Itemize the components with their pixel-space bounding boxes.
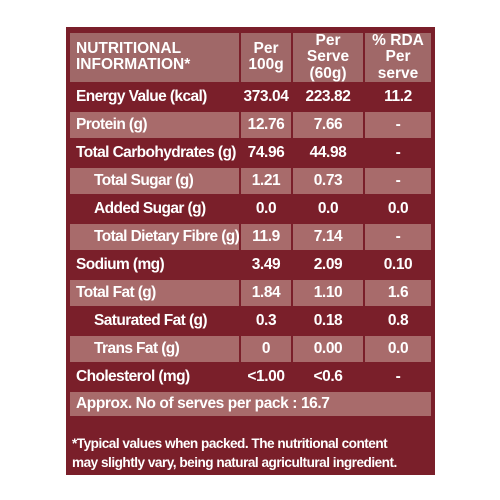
table-row: Cholesterol (mg) <1.00 <0.6 - [70,363,431,390]
per-serve-value: 7.66 [291,111,363,138]
rda-value: 0.0 [363,335,431,362]
row-label: Total Sugar (g) [70,167,239,194]
row-label: Saturated Fat (g) [70,307,239,334]
table-row: Protein (g) 12.76 7.66 - [70,111,431,138]
header-per-100g: Per 100g [239,33,291,82]
header-per-serve: Per Serve (60g) [291,32,363,82]
nutrition-panel: NUTRITIONAL INFORMATION* Per 100g Per Se… [66,27,435,475]
rda-value: - [363,111,431,138]
per-serve-value: 44.98 [291,139,363,166]
per-serve-value: 1.10 [291,279,363,306]
rda-value: 11.2 [363,83,431,110]
per-serve-value: 0.18 [291,307,363,334]
row-label: Sodium (mg) [70,251,239,278]
row-label: Total Dietary Fibre (g) [70,223,240,250]
table-row: Sodium (mg) 3.49 2.09 0.10 [70,251,431,278]
per-serve-value: 0.73 [291,167,363,194]
per-100g-value: 0.0 [239,195,291,222]
per-serve-value: 2.09 [291,251,363,278]
header-rda: % RDA Per serve [363,32,431,82]
table-header: NUTRITIONAL INFORMATION* Per 100g Per Se… [70,32,431,82]
per-serve-value: 0.0 [291,195,363,222]
row-label: Protein (g) [70,111,239,138]
per-100g-value: 373.04 [239,83,291,110]
row-label: Cholesterol (mg) [70,363,239,390]
row-label: Trans Fat (g) [70,335,239,362]
rda-value: 0.0 [363,195,431,222]
per-100g-value: 12.76 [239,111,291,138]
rda-value: - [363,167,431,194]
per-serve-value: <0.6 [291,363,363,390]
approx-serves-text: Approx. No of serves per pack : 16.7 [70,391,431,416]
row-label: Energy Value (kcal) [70,83,239,110]
row-label: Total Carbohydrates (g) [70,139,239,166]
rda-value: - [363,223,431,250]
rda-value: 0.8 [363,307,431,334]
per-100g-value: 0 [239,335,291,362]
row-label: Added Sugar (g) [70,195,239,222]
table-row: Total Fat (g) 1.84 1.10 1.6 [70,279,431,306]
per-100g-value: 1.84 [239,279,291,306]
footnote-line-1: *Typical values when packed. The nutriti… [72,436,388,451]
per-100g-value: 74.96 [239,139,291,166]
approx-serves-row: Approx. No of serves per pack : 16.7 [70,391,431,416]
per-100g-value: 0.3 [239,307,291,334]
table-row: Total Dietary Fibre (g) 11.9 7.14 - [70,223,431,250]
row-label: Total Fat (g) [70,279,239,306]
per-serve-value: 0.00 [291,335,363,362]
nutrition-table: NUTRITIONAL INFORMATION* Per 100g Per Se… [70,31,431,418]
table-row: Total Carbohydrates (g) 74.96 44.98 - [70,139,431,166]
table-row: Total Sugar (g) 1.21 0.73 - [70,167,431,194]
rda-value: - [363,363,431,390]
rda-value: 1.6 [363,279,431,306]
per-100g-value: <1.00 [239,363,291,390]
header-nutritional-information: NUTRITIONAL INFORMATION* [70,33,239,82]
table-row: Energy Value (kcal) 373.04 223.82 11.2 [70,83,431,110]
footnote-line-2: may slightly vary, being natural agricul… [72,455,397,470]
table-row: Added Sugar (g) 0.0 0.0 0.0 [70,195,431,222]
per-serve-value: 7.14 [291,223,363,250]
per-100g-value: 3.49 [239,251,291,278]
rda-value: 0.10 [363,251,431,278]
table-row: Trans Fat (g) 0 0.00 0.0 [70,335,431,362]
per-100g-value: 11.9 [239,223,291,250]
rda-value: - [363,139,431,166]
table-row: Saturated Fat (g) 0.3 0.18 0.8 [70,307,431,334]
footnote: *Typical values when packed. The nutriti… [72,434,432,472]
per-100g-value: 1.21 [239,167,291,194]
per-serve-value: 223.82 [291,83,363,110]
